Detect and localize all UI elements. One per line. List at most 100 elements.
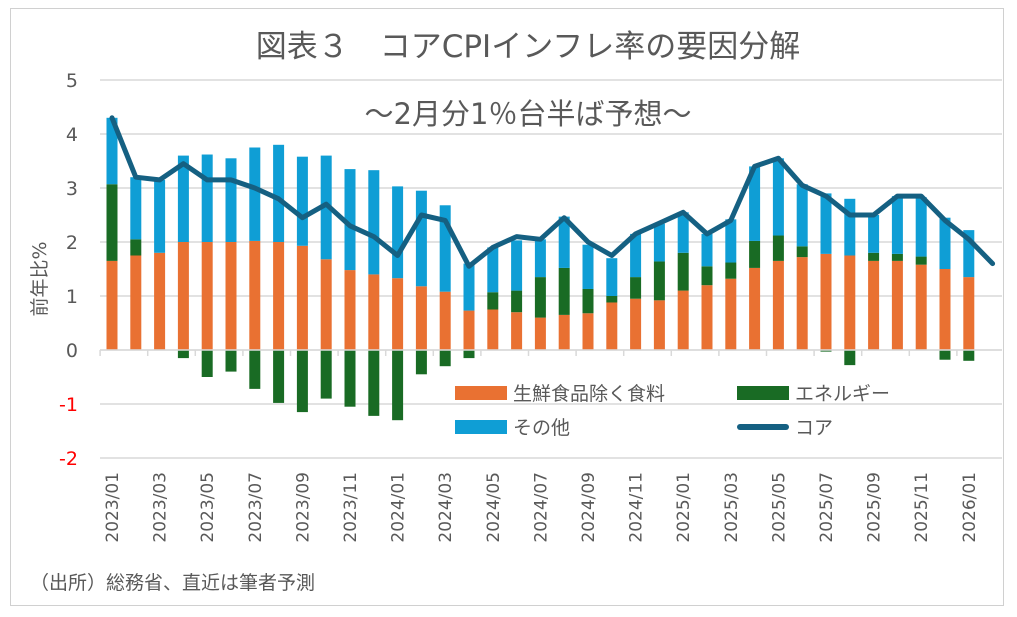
bar-food xyxy=(296,245,308,350)
legend-label-food: 生鮮食品除く食料 xyxy=(513,383,666,405)
bar-other xyxy=(415,190,427,287)
bar-other xyxy=(154,179,166,253)
bar-food xyxy=(701,285,713,350)
bar-energy xyxy=(558,267,570,315)
bar-other xyxy=(368,170,380,275)
bar-other xyxy=(201,154,213,242)
bar-food xyxy=(106,260,118,350)
bar-food xyxy=(653,300,665,350)
legend-swatch-energy xyxy=(737,385,789,400)
bar-energy xyxy=(511,290,523,313)
bar-other xyxy=(439,205,451,292)
bar-other xyxy=(344,169,356,271)
bar-energy xyxy=(844,350,856,366)
bar-other xyxy=(487,247,499,293)
x-tick-label: 2026/01 xyxy=(960,472,980,543)
bar-energy xyxy=(344,350,356,407)
x-tick-label: 2024/11 xyxy=(627,472,647,543)
bar-food xyxy=(368,274,380,350)
x-tick-label: 2024/03 xyxy=(436,472,456,543)
bar-food xyxy=(844,255,856,350)
bar-other xyxy=(963,230,975,278)
x-tick-label: 2025/05 xyxy=(769,472,789,543)
bar-food xyxy=(439,291,451,350)
bar-energy xyxy=(177,350,189,359)
bar-energy xyxy=(630,277,642,299)
legend-item-energy: エネルギー xyxy=(737,379,890,406)
x-tick-label: 2023/03 xyxy=(151,472,171,543)
bar-energy xyxy=(963,350,975,361)
bar-food xyxy=(177,242,189,350)
bar-other xyxy=(463,263,475,311)
bar-food xyxy=(915,264,927,350)
bar-energy xyxy=(749,240,761,268)
y-axis-label: 前年比% xyxy=(29,241,51,317)
x-tick-label: 2023/09 xyxy=(293,472,313,543)
bar-food xyxy=(820,253,832,350)
bar-other xyxy=(868,215,880,253)
line-core xyxy=(109,115,996,269)
bar-energy xyxy=(106,184,118,261)
x-tick-label: 2024/01 xyxy=(389,472,409,543)
bar-energy xyxy=(915,256,927,265)
x-tick-label: 2025/11 xyxy=(912,472,932,543)
bar-other xyxy=(701,233,713,267)
bar-other xyxy=(653,223,665,262)
y-tick-label: 4 xyxy=(66,124,78,146)
bar-food xyxy=(939,269,951,350)
bar-energy xyxy=(320,350,332,399)
bar-food xyxy=(772,260,784,350)
x-tick-label: 2023/05 xyxy=(198,472,218,543)
bar-other xyxy=(844,198,856,256)
bar-energy xyxy=(130,239,142,256)
bar-energy xyxy=(463,350,475,359)
y-tick-label: -2 xyxy=(59,448,78,470)
bar-other xyxy=(296,156,308,246)
bar-energy xyxy=(415,350,427,375)
x-tick-label: 2025/09 xyxy=(865,472,885,543)
x-tick-label: 2025/03 xyxy=(722,472,742,543)
bar-other xyxy=(225,158,237,242)
x-tick-label: 2023/01 xyxy=(103,472,123,543)
bar-food xyxy=(415,286,427,350)
bar-energy xyxy=(225,350,237,372)
bar-food xyxy=(558,314,570,350)
bar-other xyxy=(677,212,689,253)
x-tick-label: 2023/11 xyxy=(341,472,361,543)
bar-other xyxy=(915,197,927,257)
x-tick-label: 2024/05 xyxy=(484,472,504,543)
bar-energy xyxy=(868,252,880,261)
bar-food xyxy=(796,257,808,350)
bar-food xyxy=(201,242,213,350)
bar-other xyxy=(511,240,523,291)
bar-other xyxy=(582,244,594,289)
bar-energy xyxy=(820,350,832,352)
legend-item-food: 生鮮食品除く食料 xyxy=(455,379,665,406)
bar-food xyxy=(225,242,237,350)
bar-energy xyxy=(606,296,618,303)
bar-other xyxy=(273,144,285,242)
x-tick-label: 2024/07 xyxy=(531,472,551,543)
bar-energy xyxy=(439,350,451,367)
legend-swatch-core xyxy=(737,423,789,430)
bar-energy xyxy=(368,350,380,416)
x-tick-label: 2023/07 xyxy=(246,472,266,543)
chart-title: 図表３ コアCPIインフレ率の要因分解 xyxy=(255,29,801,65)
bar-food xyxy=(963,277,975,350)
source-note: （出所）総務省、直近は筆者予測 xyxy=(30,572,316,594)
legend-label-other: その他 xyxy=(513,417,571,439)
bar-other xyxy=(392,186,404,279)
bar-other xyxy=(606,258,618,296)
bar-other xyxy=(130,177,142,240)
bar-energy xyxy=(653,261,665,301)
bar-other xyxy=(820,193,832,254)
bar-food xyxy=(677,290,689,350)
y-tick-label: 5 xyxy=(66,70,78,92)
bar-other xyxy=(939,217,951,269)
bar-energy xyxy=(677,252,689,291)
bar-food xyxy=(511,312,523,350)
x-tick-label: 2025/01 xyxy=(674,472,694,543)
bar-food xyxy=(130,255,142,350)
